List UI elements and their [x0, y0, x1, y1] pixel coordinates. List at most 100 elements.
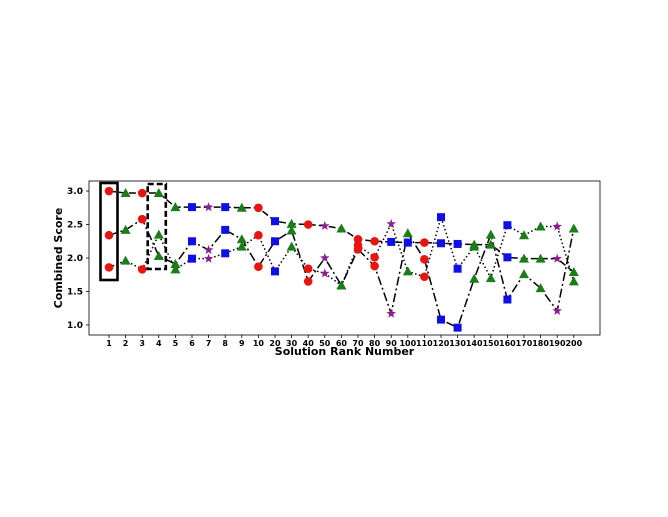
data-point-square	[453, 264, 462, 273]
highlight-boxes	[99, 181, 168, 282]
data-point-circle	[137, 188, 147, 198]
data-point-star	[320, 268, 330, 278]
data-point-triangle	[120, 224, 131, 234]
data-point-circle	[137, 214, 147, 224]
data-point-circle	[254, 230, 263, 240]
data-point-square	[387, 237, 396, 246]
data-point-square	[453, 239, 462, 248]
data-point-square	[271, 237, 279, 246]
data-point-triangle	[236, 234, 247, 244]
data-point-triangle	[519, 253, 529, 263]
data-point-star	[203, 245, 214, 254]
data-point-triangle	[170, 259, 181, 269]
y-axis: 1.0 1.5 2.0 2.5 3.0	[67, 187, 89, 331]
data-point-circle	[254, 262, 263, 272]
data-point-square	[188, 237, 196, 246]
data-point-triangle	[519, 269, 529, 279]
data-point-triangle	[236, 241, 247, 251]
series-markers	[104, 186, 579, 332]
data-point-triangle	[568, 276, 579, 286]
data-point-circle	[104, 186, 114, 196]
data-point-star	[320, 253, 330, 262]
data-point-triangle	[402, 228, 413, 238]
x-tick-label: 110	[416, 339, 433, 348]
x-tick-label: 160	[499, 339, 516, 348]
data-point-triangle	[485, 239, 496, 249]
data-point-triangle	[153, 188, 164, 198]
x-tick-label: 1	[106, 339, 112, 348]
data-point-square	[403, 238, 412, 247]
data-point-square	[221, 203, 230, 212]
x-axis-label: Solution Rank Number	[275, 345, 415, 358]
x-tick-label: 60	[336, 339, 348, 348]
data-point-circle	[104, 230, 114, 240]
data-point-star	[203, 253, 214, 263]
data-point-square	[271, 267, 279, 276]
x-tick-label: 130	[449, 339, 466, 348]
y-tick-label: 3.0	[67, 187, 83, 197]
y-axis-label: Combined Score	[52, 208, 65, 309]
data-point-triangle	[236, 202, 247, 212]
x-tick-label: 120	[433, 339, 450, 348]
x-tick-label: 30	[286, 339, 298, 348]
series-line-2	[108, 218, 575, 329]
x-tick-label: 9	[239, 339, 245, 348]
data-point-triangle	[535, 221, 546, 231]
x-tick-label: 3	[139, 339, 145, 348]
data-point-square	[503, 253, 512, 262]
data-point-square	[437, 315, 445, 324]
data-point-triangle	[485, 229, 496, 239]
data-point-triangle	[535, 253, 546, 263]
x-tick-label: 20	[269, 339, 281, 348]
data-point-triangle	[153, 250, 164, 260]
data-point-circle	[137, 265, 147, 274]
data-point-triangle	[568, 223, 579, 233]
data-point-circle	[420, 255, 429, 264]
y-tick-label: 2.0	[67, 254, 83, 264]
x-tick-label: 80	[369, 339, 381, 348]
data-point-square	[437, 239, 445, 248]
data-point-triangle	[485, 273, 496, 283]
x-tick-label: 100	[399, 339, 416, 348]
x-tick-label: 170	[516, 339, 533, 348]
data-point-circle	[370, 236, 379, 246]
data-point-square	[453, 323, 462, 332]
data-point-circle	[104, 263, 114, 272]
data-point-square	[271, 217, 279, 226]
y-tick-label: 2.5	[67, 221, 83, 231]
data-point-circle	[254, 203, 263, 213]
data-point-circle	[303, 264, 313, 274]
data-point-circle	[420, 238, 429, 247]
data-point-triangle	[469, 241, 480, 251]
data-point-star	[203, 202, 214, 212]
data-point-triangle	[286, 218, 297, 228]
data-point-star	[386, 308, 396, 318]
x-tick-label: 50	[319, 339, 331, 348]
data-point-square	[188, 203, 196, 212]
data-point-circle	[303, 220, 313, 229]
data-point-triangle	[336, 223, 347, 233]
data-point-star	[552, 305, 562, 315]
data-point-circle	[303, 277, 313, 286]
highlight-box-solid	[99, 181, 119, 282]
data-point-square	[221, 249, 230, 258]
y-tick-label: 1.5	[67, 287, 83, 297]
x-tick-label: 90	[386, 339, 398, 348]
data-point-triangle	[402, 266, 413, 276]
data-point-star	[552, 221, 562, 231]
data-point-square	[503, 221, 512, 230]
highlight-box-dashed	[146, 182, 168, 271]
data-point-square	[188, 254, 196, 263]
data-point-triangle	[336, 280, 347, 290]
data-point-triangle	[535, 283, 546, 293]
x-tick-label: 2	[123, 339, 129, 348]
data-point-square	[437, 213, 445, 222]
data-point-triangle	[120, 188, 131, 198]
x-tick-label: 70	[352, 339, 364, 348]
x-tick-label: 4	[156, 339, 162, 348]
data-point-square	[503, 295, 512, 304]
data-point-square	[221, 225, 230, 234]
data-point-circle	[353, 240, 363, 250]
x-tick-label: 6	[189, 339, 195, 348]
